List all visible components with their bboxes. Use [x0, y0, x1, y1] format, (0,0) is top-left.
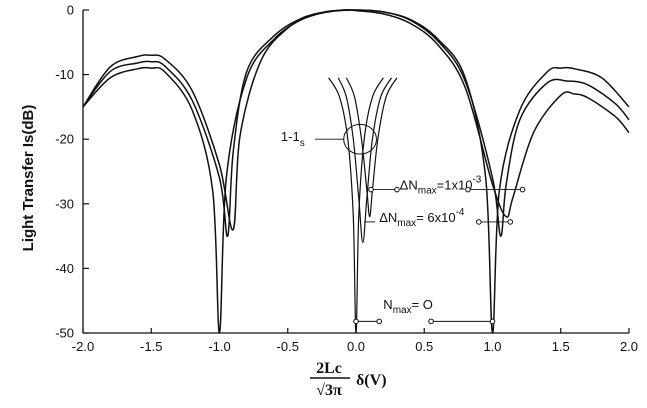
x-tick-label: 0.0	[347, 339, 365, 354]
y-tick-label: -10	[55, 67, 74, 82]
y-tick-label: -40	[55, 261, 74, 276]
leader-dot	[465, 186, 471, 193]
annotation-dnmax-1e-3-sup: -3	[472, 175, 481, 186]
leader-dot	[428, 318, 434, 325]
annotation-nmax-0-mid: = O	[412, 297, 433, 312]
x-tick-label: 1.5	[552, 339, 570, 354]
leader-dot	[394, 186, 400, 193]
leader-dot	[489, 318, 496, 325]
x-tick-label: 1.0	[483, 339, 501, 354]
annotation-dnmax-6e-4-sup: -4	[456, 207, 465, 218]
y-tick-label: 0	[67, 3, 74, 18]
x-axis-label-numerator: 2Lc	[316, 360, 342, 377]
x-tick-label: -0.5	[277, 339, 299, 354]
leader-dot	[368, 186, 374, 193]
series-line-1	[82, 9, 630, 237]
annotation-one-minus-is-sub: s	[300, 138, 305, 149]
annotation-nmax-0-sub: max	[393, 305, 412, 316]
leader-dot	[476, 219, 482, 225]
series-line-cross-3	[328, 77, 384, 334]
series-line-2	[82, 9, 630, 231]
x-tick-label: -2.0	[72, 339, 94, 354]
annotation-one-minus-is: 1-1s	[281, 129, 305, 149]
x-axis-label-suffix: δ(V)	[356, 372, 387, 389]
annotation-dnmax-1e-3-sub: max	[418, 186, 437, 197]
annotation-dnmax-1e-3-prefix: ΔN	[400, 178, 418, 193]
y-tick-label: -30	[55, 196, 74, 211]
annotation-layer: 1-1s ΔNmax=1x10-3 ΔNmax= 6x10-4 Nmax= O	[281, 123, 526, 325]
annotation-dnmax-1e-3-mid: =1x10	[437, 178, 473, 193]
leader-dot	[519, 186, 526, 193]
series-layer	[82, 9, 630, 334]
annotation-dnmax-6e-4: ΔNmax= 6x10-4	[379, 207, 465, 229]
x-axis-label-denominator: √3π	[316, 382, 342, 399]
x-tick-label: 2.0	[620, 339, 638, 354]
annotation-dnmax-6e-4-prefix: ΔN	[379, 210, 397, 225]
series-line-cross-4	[337, 77, 393, 244]
x-tick-label: 0.5	[415, 339, 433, 354]
x-tick-label: -1.0	[208, 339, 230, 354]
annotation-nmax-0-prefix: N	[383, 297, 392, 312]
axes: -2.0 -1.5 -1.0 -0.5 0.0 0.5 1.0 1.5 2.0 0 -10 -20 -3…	[55, 3, 638, 355]
series-line-cross-5	[345, 77, 398, 218]
annotation-dnmax-6e-4-sub: max	[397, 218, 416, 229]
leader-dot	[376, 318, 383, 325]
y-tick-label: -20	[55, 132, 74, 147]
x-tick-label: -1.5	[140, 339, 162, 354]
y-tick-label: -50	[55, 326, 74, 341]
annotation-dnmax-1e-3: ΔNmax=1x10-3	[400, 175, 482, 197]
leader-dot	[507, 219, 514, 225]
x-axis-label: 2Lc √3π δ(V)	[310, 360, 387, 399]
annotation-nmax-0: Nmax= O	[383, 297, 433, 316]
y-axis-label: Light Transfer Is(dB)	[20, 105, 37, 252]
annotation-dnmax-6e-4-mid: = 6x10	[416, 210, 455, 225]
leader-dot	[353, 318, 359, 325]
annotation-one-minus-is-main: 1-1	[281, 129, 300, 144]
